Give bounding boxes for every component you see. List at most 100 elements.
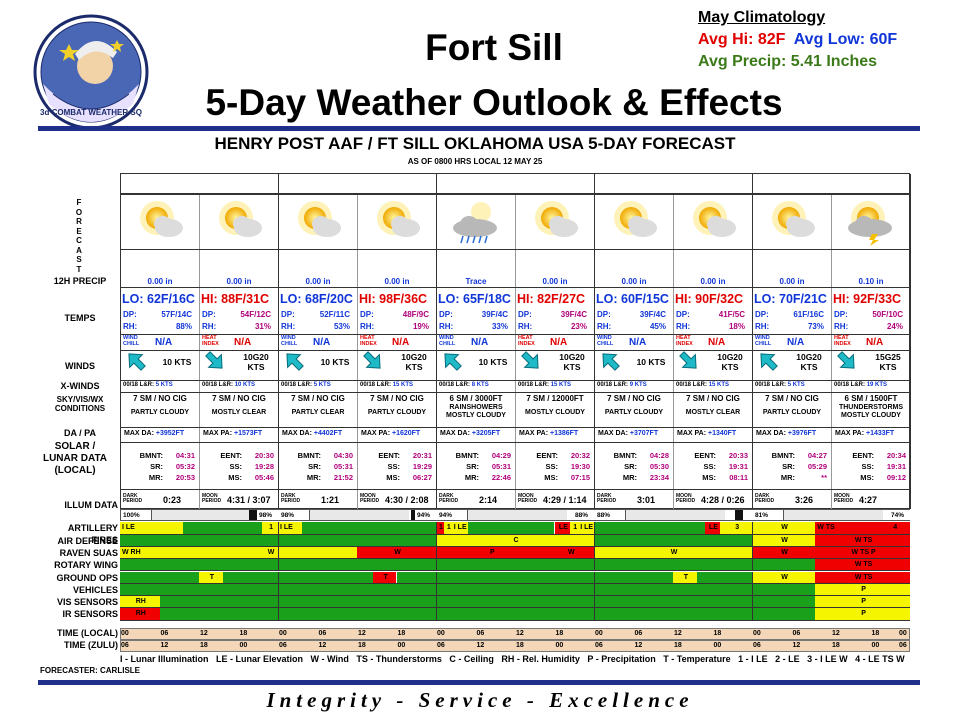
da-value: +1573FT: [233, 430, 263, 437]
time-local-tick: 06: [792, 630, 801, 637]
wind-speed: 10 KTS: [162, 357, 192, 367]
solar-lunar: BMNT: 04:27 SR: 05:29 MR: **: [767, 450, 827, 483]
day-separator: [752, 571, 753, 583]
weather-icon: [832, 196, 910, 246]
visibility: 7 SM / NO CIG: [607, 394, 661, 403]
label-winds: WINDS: [65, 361, 95, 371]
precip-value: 0.00 in: [700, 277, 726, 286]
da-label: MAX DA:: [756, 430, 788, 437]
time-local-tick: 12: [832, 630, 840, 637]
dp-value: 39F/4C: [560, 310, 587, 319]
dp-label: DP:: [834, 310, 848, 319]
forecast-col-1-n: [358, 194, 437, 509]
solar-lunar: BMNT: 04:28 SR: 05:30 MR: 23:34: [609, 450, 669, 483]
dp-label: DP:: [281, 310, 295, 319]
day-separator: [752, 608, 753, 620]
conditions: PARTLY CLOUDY: [604, 409, 664, 416]
effect-cell: W TS: [815, 559, 910, 571]
label-da: DA / PA: [63, 428, 96, 438]
wind-direction-icon: [836, 350, 858, 377]
forecast-grid: 0.00 in LO: 62F/16C DP: 57F/14C RH: 88% WIND C…: [120, 173, 911, 509]
solar-label: EENT:: [694, 451, 716, 460]
time-local-tick: 00: [753, 630, 761, 637]
solar-value: 05:29: [807, 462, 827, 471]
day-separator: [436, 596, 437, 608]
solar-label: MS:: [228, 473, 242, 482]
effect-label-6: VIS SENSORS: [56, 597, 118, 608]
heat-index-value: N/A: [708, 337, 726, 348]
solar-lunar: BMNT: 04:29 SR: 05:31 MR: 22:46: [451, 450, 511, 483]
xw-prefix: 00/18 L&R:: [676, 382, 709, 388]
label-time-zulu: TIME (ZULU): [64, 640, 118, 650]
weather-icon: [358, 196, 436, 246]
crosswind: 00/18 L&R: 15 KTS: [360, 382, 413, 388]
effect-cell: I LE: [578, 522, 594, 534]
da-label: MAX DA:: [440, 430, 472, 437]
squadron-logo: 3d COMBAT WEATHER SQ: [33, 14, 149, 130]
da-value: +1433FT: [865, 430, 895, 437]
solar-label: EENT:: [536, 451, 558, 460]
time-zulu-tick: 00: [555, 642, 564, 649]
heat-index-value: N/A: [550, 337, 568, 348]
heat-index-value: N/A: [866, 337, 884, 348]
effect-cell: LE: [554, 522, 571, 534]
day-header-1: [279, 174, 437, 194]
time-zulu-tick: 00: [239, 642, 248, 649]
low-temp: LO: 65F/18C: [438, 292, 511, 306]
moon-period-value: 4:31 / 3:07: [227, 495, 271, 505]
time-local-tick: 00: [437, 630, 445, 637]
solar-value: 21:52: [333, 473, 353, 482]
dewpoint-rh: DP: 61F/16C RH: 73%: [755, 309, 828, 333]
time-zulu-tick: 06: [595, 642, 603, 649]
day-separator: [594, 522, 595, 534]
solar-value: 04:30: [333, 451, 353, 460]
conditions: MOSTLY CLEAR: [685, 409, 741, 416]
da-value: +3205FT: [471, 430, 501, 437]
illum-pct-end: 88%: [573, 510, 595, 521]
rh-value: 31%: [254, 322, 271, 331]
heat-index-label: HEAT INDEX: [202, 335, 219, 347]
dark-period-label: DARK PERIOD: [439, 493, 459, 504]
solar-value: 05:32: [175, 462, 195, 471]
weather-icon: [595, 196, 673, 246]
effect-cell: W: [183, 546, 357, 559]
solar-value: 05:46: [254, 473, 274, 482]
dark-period-label: DARK PERIOD: [755, 493, 775, 504]
solar-label: SR:: [466, 462, 479, 471]
wind-direction-icon: [362, 350, 384, 377]
solar-value: 19:28: [254, 462, 274, 471]
effect-cell: 4: [878, 522, 910, 534]
effect-cell: T: [372, 571, 397, 583]
da-label: MAX DA:: [124, 430, 156, 437]
conditions: RAINSHOWERS MOSTLY CLOUDY: [446, 404, 506, 419]
dark-period-value: 0:23: [163, 495, 182, 505]
weather-icon: [753, 196, 831, 246]
illum-pct-end: 94%: [415, 510, 437, 521]
solar-label: MS:: [386, 473, 400, 482]
effect-cell: W: [752, 522, 816, 534]
label-time-local: TIME (LOCAL): [57, 628, 118, 638]
effect-label-1: AIR DEFENSE: [57, 535, 118, 546]
rh-value: 88%: [175, 322, 192, 331]
time-local-tick: 18: [555, 630, 564, 637]
solar-label: MR:: [306, 473, 321, 482]
time-zulu-tick: 00: [871, 642, 880, 649]
xw-prefix: 00/18 L&R:: [834, 382, 867, 388]
effect-label-2: RAVEN SUAS: [59, 547, 118, 558]
effect-cell: [120, 583, 816, 596]
solar-label: MR:: [780, 473, 795, 482]
time-local-tick: 12: [200, 630, 208, 637]
page-subtitle: 5-Day Weather Outlook & Effects: [205, 82, 783, 123]
effect-cell: W TS: [815, 534, 910, 546]
weather-icon: [516, 196, 594, 246]
forecast-col-4-n: [832, 194, 911, 509]
rh-label: RH:: [202, 322, 217, 331]
wind-speed: 10 KTS: [636, 357, 666, 367]
time-zulu-tick: 12: [160, 642, 169, 649]
day-separator: [278, 534, 279, 546]
da-value: +1340FT: [707, 430, 737, 437]
dark-period-label: DARK PERIOD: [123, 493, 143, 504]
dewpoint-rh: DP: 39F/4C RH: 45%: [597, 309, 670, 333]
wind-chill-value: N/A: [155, 337, 173, 348]
weather-icon: [279, 196, 357, 246]
